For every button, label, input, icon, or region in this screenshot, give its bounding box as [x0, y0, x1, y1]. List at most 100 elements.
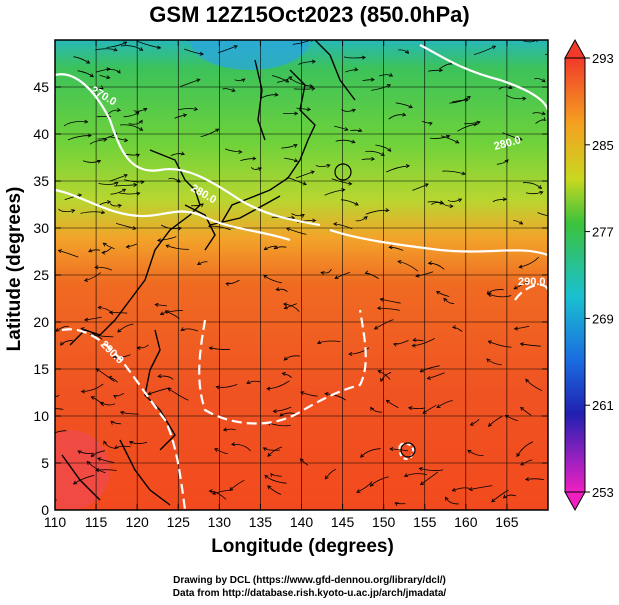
streamline-arrow: [230, 442, 236, 447]
x-tick-label: 115: [85, 514, 108, 530]
streamline: [209, 490, 227, 500]
streamline-arrow: [419, 481, 425, 486]
streamline-arrow: [491, 45, 497, 50]
streamline: [263, 447, 280, 451]
y-tick-label: 0: [41, 502, 49, 518]
streamline: [295, 171, 315, 179]
streamline-arrow: [407, 406, 413, 411]
streamline: [88, 249, 101, 252]
streamline-arrow: [275, 287, 280, 292]
streamline-arrow: [123, 138, 129, 143]
streamline: [63, 121, 88, 127]
streamline-arrow: [77, 193, 83, 198]
streamline: [216, 384, 238, 388]
colorbar-bottom-triangle: [564, 491, 586, 512]
streamline-arrow: [311, 86, 316, 91]
streamline-arrow: [154, 302, 159, 307]
streamline: [395, 102, 413, 108]
streamline: [180, 328, 199, 332]
streamline-arrow: [165, 244, 170, 249]
streamline: [274, 246, 287, 250]
streamline-arrow: [101, 250, 106, 255]
streamline: [300, 391, 318, 397]
x-tick-label: 140: [290, 514, 314, 530]
streamline-arrow: [193, 106, 199, 111]
streamline-arrow: [88, 248, 93, 253]
streamline-arrow: [418, 467, 423, 471]
streamline: [370, 476, 389, 487]
streamline-arrow: [77, 450, 82, 455]
streamline-arrow: [404, 49, 410, 54]
streamline: [362, 79, 375, 81]
streamline: [95, 469, 117, 471]
streamline: [496, 159, 509, 165]
x-tick-label: 110: [44, 514, 67, 530]
streamline-arrow: [135, 111, 140, 116]
streamline-arrow: [106, 75, 111, 80]
streamline-arrow: [113, 395, 118, 399]
streamline-arrow: [107, 199, 112, 205]
streamline: [520, 459, 533, 466]
streamline: [296, 107, 311, 110]
x-axis-label: Longitude (degrees): [211, 536, 394, 557]
streamline-arrow: [370, 406, 374, 411]
streamline-arrow: [83, 278, 89, 282]
streamline-arrow: [246, 380, 251, 384]
streamline-arrow: [513, 326, 518, 331]
streamline-arrow: [99, 85, 104, 90]
streamline-arrow: [486, 290, 491, 295]
streamline-arrow: [274, 92, 279, 97]
streamline-arrow: [212, 490, 217, 495]
streamline-arrow: [215, 385, 220, 390]
streamline-arrow: [47, 434, 51, 437]
streamline: [250, 167, 262, 170]
streamline-arrow: [392, 342, 398, 347]
streamline-arrow: [455, 139, 460, 144]
streamline: [296, 220, 316, 223]
streamline-arrow: [116, 69, 121, 74]
streamline-arrow: [518, 264, 523, 269]
streamline: [80, 211, 105, 214]
streamline-arrow: [388, 245, 393, 250]
streamline: [378, 74, 393, 77]
streamline-arrow: [196, 261, 202, 266]
streamline-arrow: [113, 47, 118, 52]
streamline-arrow: [270, 473, 275, 478]
streamline-arrow: [388, 72, 394, 77]
streamline-arrow: [436, 290, 441, 295]
streamline: [525, 478, 545, 481]
colorbar-tick-label: 285: [592, 138, 614, 153]
streamline-arrow: [110, 420, 115, 425]
streamline-arrow: [122, 188, 127, 193]
streamline-arrow: [156, 238, 162, 243]
x-tick-label: 150: [372, 514, 396, 530]
streamline: [77, 450, 94, 454]
streamline: [174, 114, 187, 119]
y-tick-label: 45: [33, 79, 49, 95]
y-axis: 0 5 10 15 20 25 30 35 40 45: [33, 79, 548, 518]
streamline: [375, 144, 391, 152]
streamline: [109, 174, 128, 182]
streamline-arrow: [143, 107, 148, 112]
streamline: [451, 99, 469, 103]
streamline-arrow: [412, 337, 417, 342]
streamline: [525, 191, 543, 195]
streamline-arrow: [214, 448, 219, 452]
streamline: [335, 139, 356, 143]
streamline-arrow: [324, 391, 329, 396]
streamline: [516, 441, 534, 457]
streamline: [147, 387, 170, 395]
wind-streamlines: [47, 40, 548, 507]
streamline: [442, 170, 466, 175]
streamline: [380, 298, 401, 304]
streamline-arrow: [354, 67, 359, 72]
x-axis: 110 115 120 125 130 135 140 145 150 155 160 165: [44, 40, 519, 530]
streamline: [98, 182, 119, 185]
streamline-arrow: [520, 406, 525, 411]
colorbar-tick-label: 253: [592, 485, 614, 500]
streamline: [420, 471, 439, 485]
streamline-arrow: [90, 453, 95, 458]
streamline: [73, 56, 90, 64]
streamline-arrow: [312, 218, 317, 223]
streamline-arrow: [411, 343, 416, 348]
